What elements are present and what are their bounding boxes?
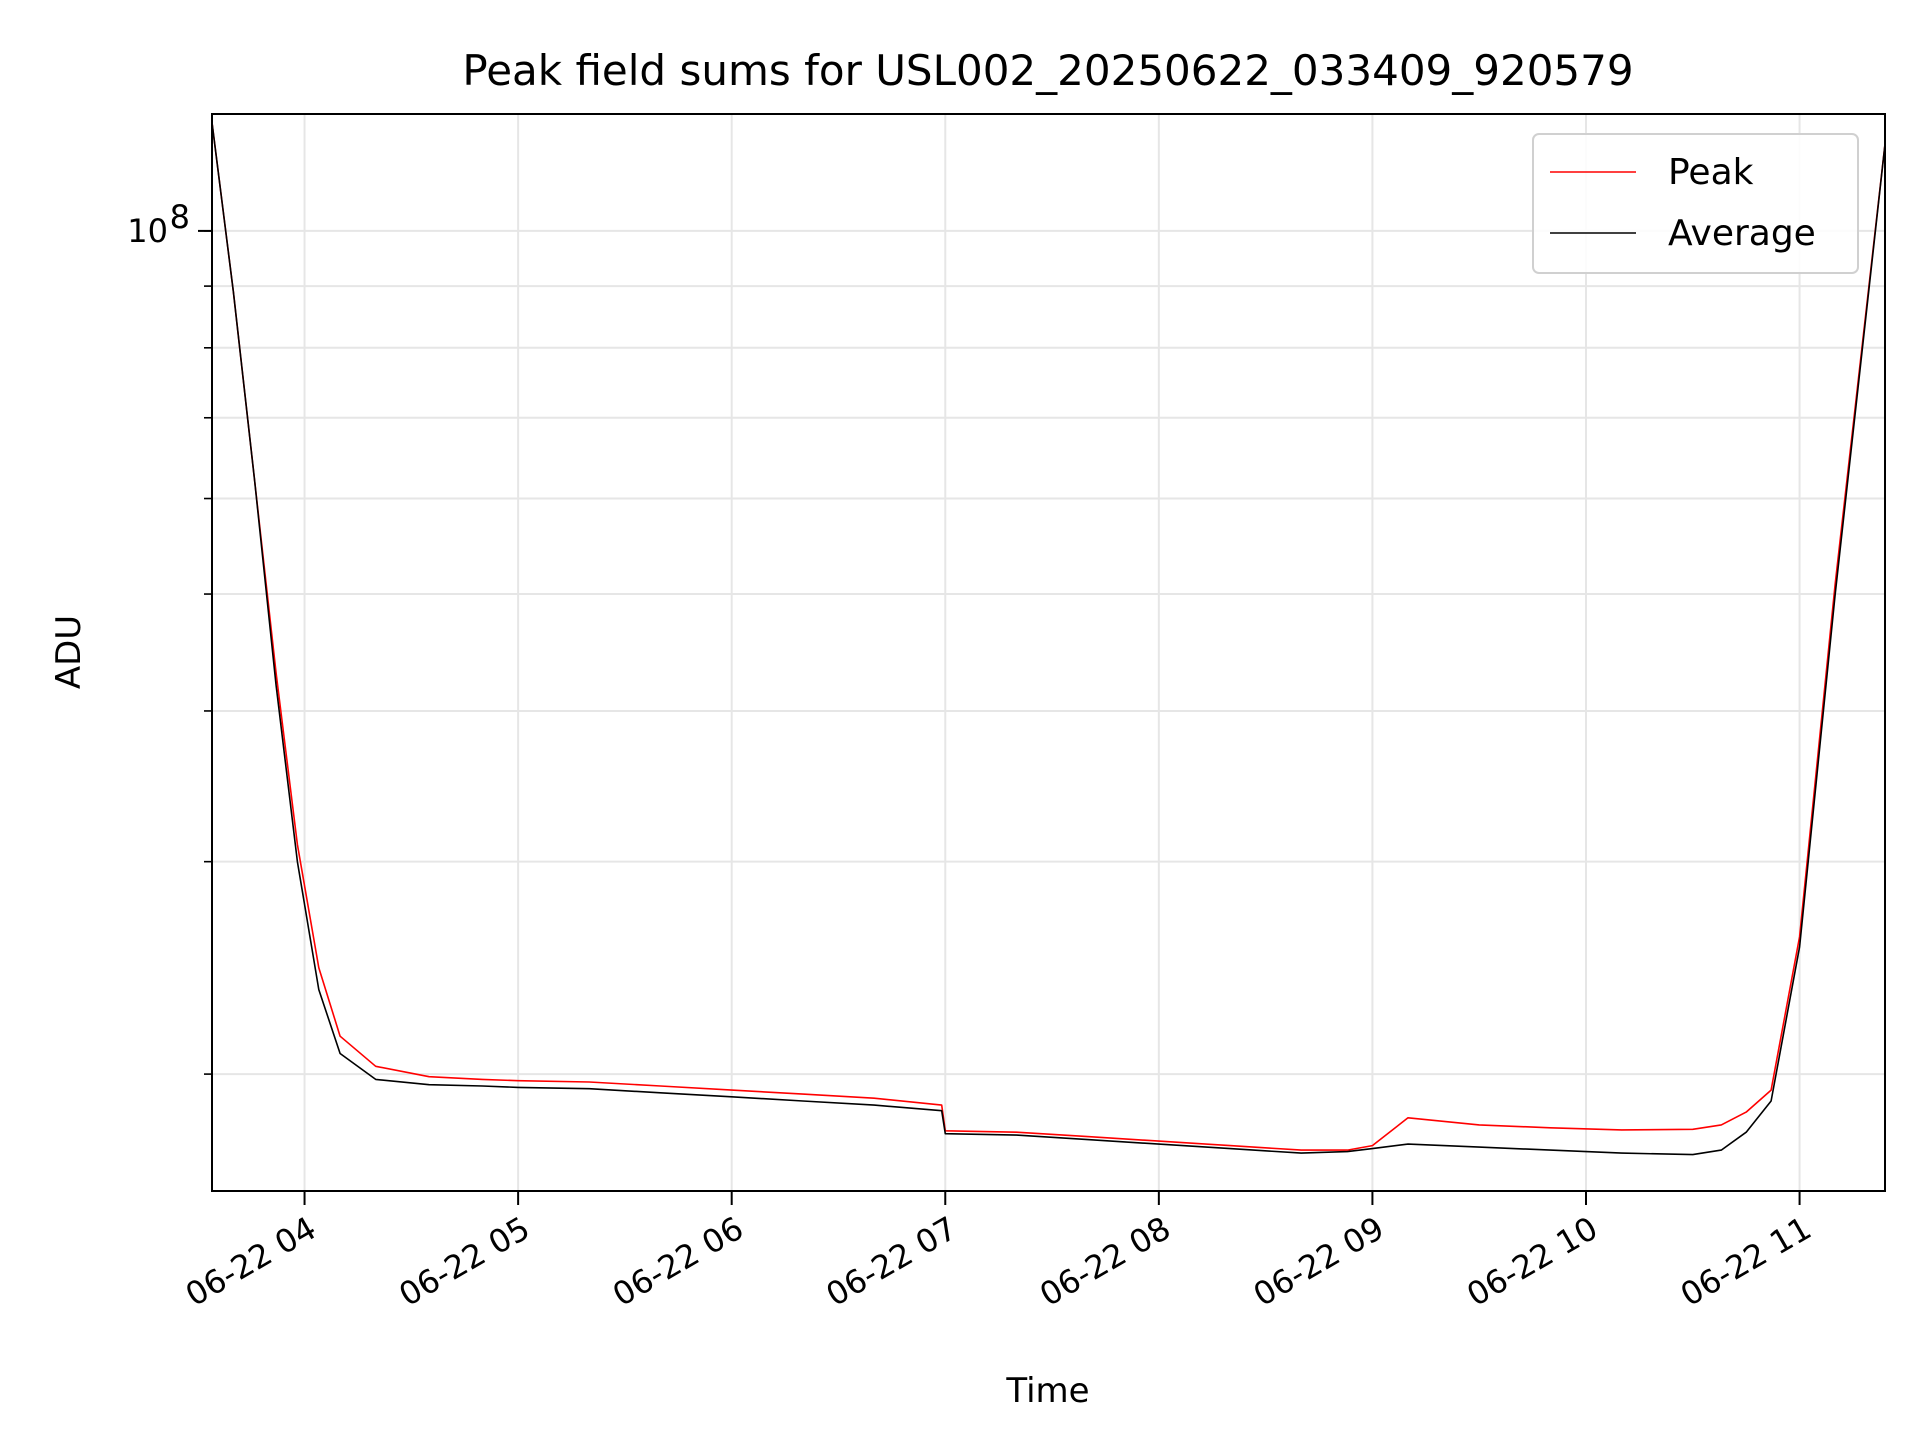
plot-frame xyxy=(211,113,1886,1192)
y-tick-label-0: 10 xyxy=(127,212,168,250)
x-tick-label-5: 06-22 09 xyxy=(1247,1209,1391,1314)
x-tick-label-2: 06-22 06 xyxy=(606,1209,750,1314)
x-tick-label-0: 06-22 04 xyxy=(179,1209,323,1314)
tick-layer: 10 8 06-22 04 06-22 05 06-22 06 06-22 07 06-22… xyxy=(127,198,1817,1314)
legend-label-peak: Peak xyxy=(1668,152,1754,193)
x-tick-label-6: 06-22 10 xyxy=(1460,1209,1604,1314)
grid-layer xyxy=(212,114,1885,1191)
x-tick-label-4: 06-22 08 xyxy=(1033,1209,1177,1314)
x-tick-label-3: 06-22 07 xyxy=(820,1209,964,1314)
legend-box xyxy=(1532,133,1859,274)
chart-title: Peak field sums for USL002_20250622_0334… xyxy=(462,46,1633,95)
y-tick-label-exp-0: 8 xyxy=(170,198,190,236)
series-layer xyxy=(211,122,1886,1156)
series-line-average xyxy=(211,122,1886,1156)
y-axis-label: ADU xyxy=(49,615,89,689)
legend: Peak Average xyxy=(1532,133,1859,274)
x-tick-label-7: 06-22 11 xyxy=(1674,1209,1818,1314)
legend-label-average: Average xyxy=(1668,213,1816,254)
x-tick-label-1: 06-22 05 xyxy=(393,1209,537,1314)
x-axis-label: Time xyxy=(1005,1371,1089,1411)
series-line-peak xyxy=(211,122,1886,1151)
